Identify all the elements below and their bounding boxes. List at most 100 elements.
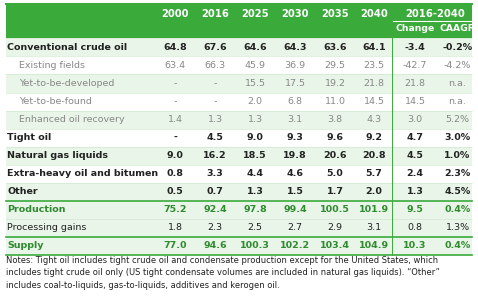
Text: Existing fields: Existing fields [19, 61, 85, 70]
Text: 3.1: 3.1 [367, 223, 381, 232]
Bar [6, 183, 472, 201]
Text: 1.8: 1.8 [167, 223, 183, 232]
Text: 19.8: 19.8 [283, 151, 307, 160]
Bar [6, 128, 472, 147]
Text: 64.6: 64.6 [243, 43, 267, 52]
Text: -: - [173, 133, 177, 142]
Bar [6, 147, 472, 165]
Text: 2016-2040: 2016-2040 [406, 9, 466, 19]
Text: 2.3: 2.3 [207, 223, 223, 232]
Text: Production: Production [7, 205, 65, 214]
Bar [6, 237, 472, 255]
Text: 92.4: 92.4 [203, 205, 227, 214]
Text: 2.9: 2.9 [327, 223, 343, 232]
Text: 1.3: 1.3 [247, 187, 263, 196]
Text: 1.3%: 1.3% [445, 223, 469, 232]
Text: 75.2: 75.2 [163, 205, 187, 214]
Text: 14.5: 14.5 [404, 97, 425, 106]
Text: 11.0: 11.0 [325, 97, 346, 106]
Text: 64.3: 64.3 [283, 43, 307, 52]
Text: 101.9: 101.9 [359, 205, 389, 214]
Text: includes coal-to-liquids, gas-to-liquids, additives and kerogen oil.: includes coal-to-liquids, gas-to-liquids… [6, 281, 280, 290]
Text: n.a.: n.a. [448, 97, 467, 106]
Text: -42.7: -42.7 [403, 61, 427, 70]
Text: 23.5: 23.5 [363, 61, 385, 70]
Text: 1.0%: 1.0% [445, 151, 471, 160]
Text: 97.8: 97.8 [243, 205, 267, 214]
Bar [6, 165, 472, 183]
Text: 4.5: 4.5 [206, 133, 223, 142]
Text: 21.8: 21.8 [363, 79, 384, 88]
Text: 4.7: 4.7 [406, 133, 424, 142]
Text: 29.5: 29.5 [325, 61, 346, 70]
Text: 2016: 2016 [201, 9, 229, 19]
Text: 2.3%: 2.3% [445, 169, 471, 178]
Text: 2.4: 2.4 [406, 169, 424, 178]
Text: 9.5: 9.5 [407, 205, 424, 214]
Text: 4.6: 4.6 [286, 169, 304, 178]
Text: 3.0%: 3.0% [445, 133, 470, 142]
Text: 14.5: 14.5 [363, 97, 384, 106]
Text: 20.6: 20.6 [323, 151, 347, 160]
Bar [6, 201, 472, 218]
Text: Yet-to-be-developed: Yet-to-be-developed [19, 79, 114, 88]
Text: 2035: 2035 [321, 9, 349, 19]
Text: 0.4%: 0.4% [445, 205, 471, 214]
Text: 16.2: 16.2 [203, 151, 227, 160]
Text: 0.7: 0.7 [206, 187, 223, 196]
Text: Conventional crude oil: Conventional crude oil [7, 43, 127, 52]
Text: 19.2: 19.2 [325, 79, 346, 88]
Text: 4.5%: 4.5% [445, 187, 471, 196]
Text: 10.3: 10.3 [403, 241, 427, 250]
Text: 18.5: 18.5 [243, 151, 267, 160]
Text: 2.0: 2.0 [366, 187, 382, 196]
Text: 63.6: 63.6 [323, 43, 347, 52]
Text: 0.4%: 0.4% [445, 241, 471, 250]
Text: 5.2%: 5.2% [445, 115, 469, 124]
Text: 64.1: 64.1 [362, 43, 386, 52]
Text: 9.0: 9.0 [166, 151, 184, 160]
Text: 102.2: 102.2 [280, 241, 310, 250]
Bar [6, 218, 472, 237]
Text: 1.3: 1.3 [407, 187, 424, 196]
Bar [6, 110, 472, 128]
Text: 103.4: 103.4 [320, 241, 350, 250]
Text: -: - [213, 79, 217, 88]
Text: 4.5: 4.5 [407, 151, 424, 160]
Text: Supply: Supply [7, 241, 43, 250]
Text: 1.3: 1.3 [248, 115, 262, 124]
Text: 4.3: 4.3 [367, 115, 381, 124]
Text: 67.6: 67.6 [203, 43, 227, 52]
Text: CAAGR: CAAGR [440, 25, 476, 33]
Text: Enhanced oil recovery: Enhanced oil recovery [19, 115, 125, 124]
Bar [6, 4, 472, 38]
Text: 100.5: 100.5 [320, 205, 350, 214]
Bar [6, 75, 472, 92]
Text: 2.7: 2.7 [287, 223, 303, 232]
Text: 66.3: 66.3 [205, 61, 226, 70]
Text: 1.3: 1.3 [207, 115, 223, 124]
Text: 5.7: 5.7 [366, 169, 382, 178]
Text: 2.5: 2.5 [248, 223, 262, 232]
Text: 64.8: 64.8 [163, 43, 187, 52]
Text: 100.3: 100.3 [240, 241, 270, 250]
Text: n.a.: n.a. [448, 79, 467, 88]
Text: 1.4: 1.4 [167, 115, 183, 124]
Text: Change: Change [395, 25, 435, 33]
Text: 3.1: 3.1 [287, 115, 303, 124]
Text: Extra-heavy oil and bitumen: Extra-heavy oil and bitumen [7, 169, 158, 178]
Text: 2040: 2040 [360, 9, 388, 19]
Text: Notes: Tight oil includes tight crude oil and condensate production except for t: Notes: Tight oil includes tight crude oi… [6, 256, 438, 265]
Text: 0.5: 0.5 [167, 187, 184, 196]
Text: 1.7: 1.7 [326, 187, 344, 196]
Text: -3.4: -3.4 [404, 43, 425, 52]
Text: 9.2: 9.2 [366, 133, 382, 142]
Text: 9.6: 9.6 [326, 133, 344, 142]
Text: 21.8: 21.8 [404, 79, 425, 88]
Text: 20.8: 20.8 [362, 151, 386, 160]
Text: 63.4: 63.4 [164, 61, 185, 70]
Text: 0.8: 0.8 [408, 223, 423, 232]
Text: Processing gains: Processing gains [7, 223, 87, 232]
Text: Other: Other [7, 187, 38, 196]
Text: 2000: 2000 [161, 9, 189, 19]
